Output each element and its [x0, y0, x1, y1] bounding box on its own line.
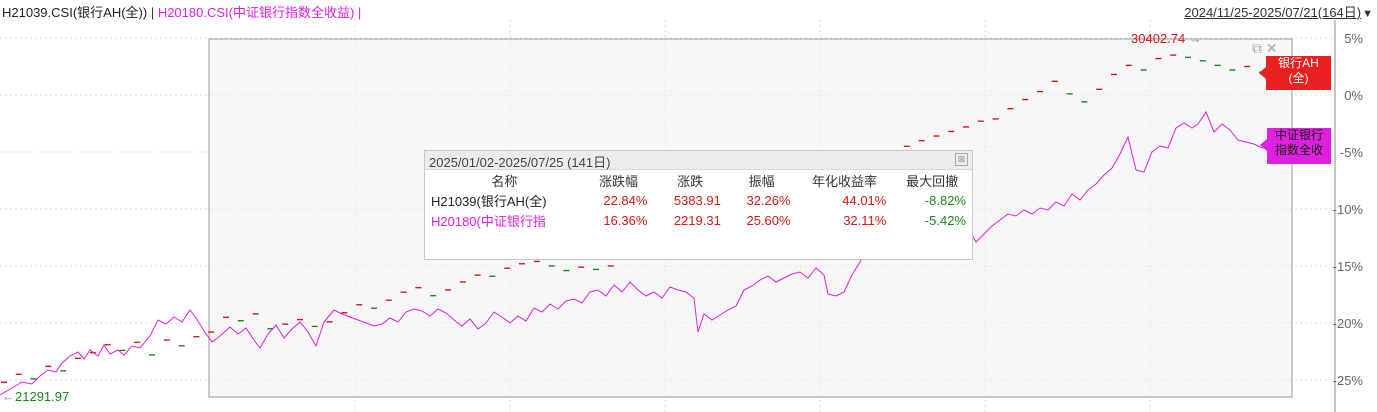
amplitude: 25.60%	[746, 212, 791, 228]
col-header: 涨跌幅	[599, 173, 639, 189]
date-range-label[interactable]: 2024/11/25-2025/07/21(164日)	[1184, 5, 1362, 20]
close-icon[interactable]: ⊠	[955, 153, 968, 166]
table-row[interactable]: H21039(银行AH(全) 22.84% 5383.91 32.26% 44.…	[425, 190, 972, 210]
stats-panel-header: 2025/01/02-2025/07/25 (141日) ⊠	[425, 151, 972, 170]
max-drawdown: -8.82%	[924, 192, 966, 208]
y-tick-label: -15%	[1332, 259, 1363, 274]
y-tick-label: 0%	[1344, 88, 1363, 103]
legend-separator: |	[147, 5, 158, 20]
series1-end-tag: 银行AH (全)	[1259, 56, 1331, 90]
series2-end-tag: 中证银行 指数全收	[1260, 128, 1331, 164]
col-header: 年化收益率	[811, 173, 877, 189]
change-value: 5383.91	[673, 192, 721, 208]
y-tick-label: -5%	[1339, 145, 1363, 160]
restore-icon[interactable]: ⧉	[1252, 40, 1262, 56]
series1-tag-line1: 银行AH	[1278, 56, 1319, 70]
arrow-left-icon: ←	[2, 389, 15, 404]
stats-header-row: 名称 涨跌幅 涨跌 振幅 年化收益率 最大回撤	[425, 170, 972, 190]
window-controls[interactable]: ⧉ ✕	[1252, 40, 1278, 57]
stats-panel-title: 2025/01/02-2025/07/25 (141日)	[429, 155, 611, 170]
arrow-right-icon: →	[1185, 31, 1202, 46]
change-pct: 16.36%	[603, 212, 648, 228]
high-value-marker: 30402.74 →	[1131, 31, 1202, 46]
header-bar: H21039.CSI(银行AH(全)) | H20180.CSI(中证银行指数全…	[0, 0, 1377, 20]
y-tick-label: -20%	[1332, 316, 1363, 331]
series2-legend[interactable]: H20180.CSI(中证银行指数全收益)	[157, 5, 355, 20]
row-name: H20180(中证银行指	[431, 213, 546, 229]
y-tick-label: -25%	[1332, 373, 1363, 388]
triangle-down-icon[interactable]: ▼	[1362, 8, 1373, 20]
col-header: 最大回撤	[906, 173, 959, 189]
row-name: H21039(银行AH(全)	[431, 193, 547, 209]
series1-legend[interactable]: H21039.CSI(银行AH(全))	[2, 5, 148, 20]
col-header: 振幅	[748, 173, 775, 189]
annual-return: 32.11%	[843, 212, 887, 228]
range-stats-panel: 2025/01/02-2025/07/25 (141日) ⊠ 名称 涨跌幅 涨跌…	[424, 150, 973, 260]
max-drawdown: -5.42%	[924, 212, 966, 228]
high-value-text: 30402.74	[1131, 31, 1186, 46]
series1-tag-line2: (全)	[1288, 71, 1309, 85]
date-range-selector[interactable]: 2024/11/25-2025/07/21(164日)▼	[1184, 2, 1373, 21]
table-row[interactable]: H20180(中证银行指 16.36% 2219.31 25.60% 32.11…	[425, 210, 972, 230]
series2-tag-line1: 中证银行	[1274, 128, 1323, 142]
low-value-text: 21291.97	[15, 389, 70, 404]
series-legend: H21039.CSI(银行AH(全)) | H20180.CSI(中证银行指数全…	[2, 2, 361, 21]
col-header: 涨跌	[677, 173, 704, 189]
stats-table: 名称 涨跌幅 涨跌 振幅 年化收益率 最大回撤 H21039(银行AH(全) 2…	[425, 170, 972, 230]
change-pct: 22.84%	[603, 192, 648, 208]
low-value-marker: ←21291.97	[2, 389, 69, 404]
annual-return: 44.01%	[842, 192, 887, 208]
change-value: 2219.31	[673, 212, 721, 228]
y-tick-label: 5%	[1344, 31, 1363, 46]
amplitude: 32.26%	[746, 192, 791, 208]
legend-trailing-separator: |	[354, 5, 362, 20]
series2-line	[0, 110, 1271, 396]
col-header: 名称	[491, 173, 518, 189]
close-icon[interactable]: ✕	[1265, 40, 1278, 56]
series2-tag-line2: 指数全收	[1274, 143, 1323, 157]
y-tick-label: -10%	[1332, 202, 1363, 217]
